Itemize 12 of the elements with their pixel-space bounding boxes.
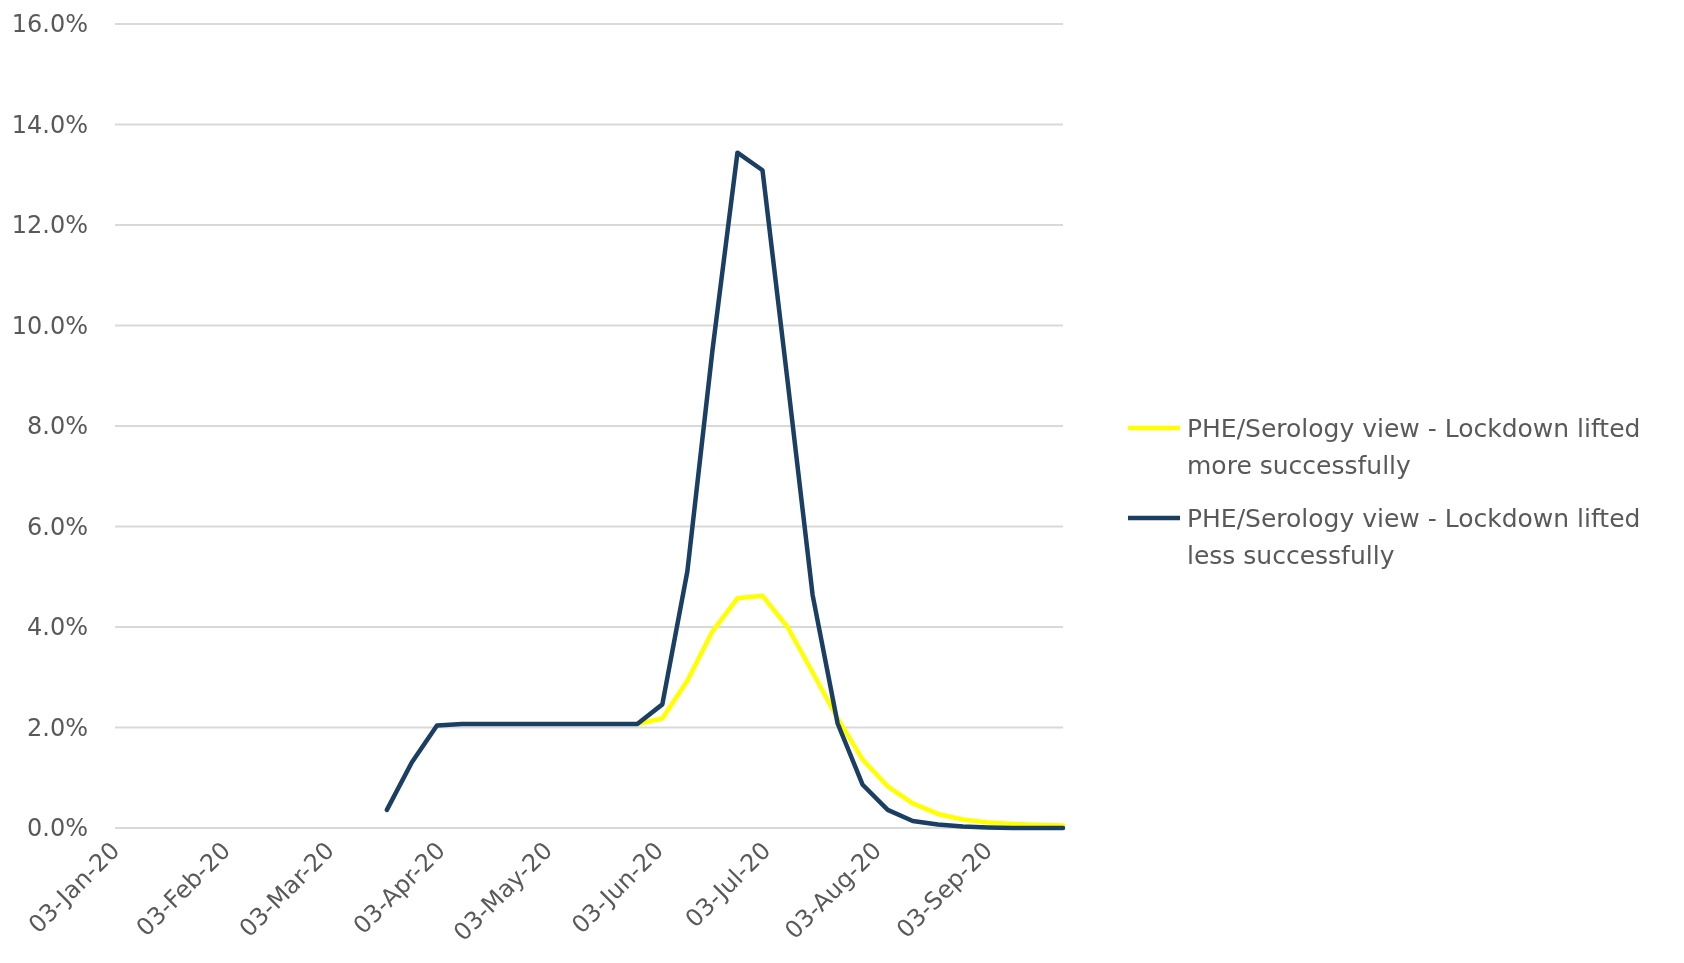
legend-label: PHE/Serology view - Lockdown lifted less successfully (1187, 504, 1641, 570)
y-tick-label: 8.0% (27, 412, 88, 441)
y-tick-label: 6.0% (27, 512, 88, 541)
y-tick-label: 14.0% (11, 110, 88, 139)
line-series (384, 150, 1066, 831)
y-tick-label: 16.0% (11, 10, 88, 39)
y-tick-label: 10.0% (11, 311, 88, 340)
y-tick-label: 12.0% (11, 211, 88, 240)
y-tick-label: 2.0% (27, 713, 88, 742)
y-tick-label: 0.0% (27, 814, 88, 843)
legend-label: PHE/Serology view - Lockdown lifted more successfully (1187, 414, 1641, 480)
y-tick-label: 4.0% (27, 613, 88, 642)
